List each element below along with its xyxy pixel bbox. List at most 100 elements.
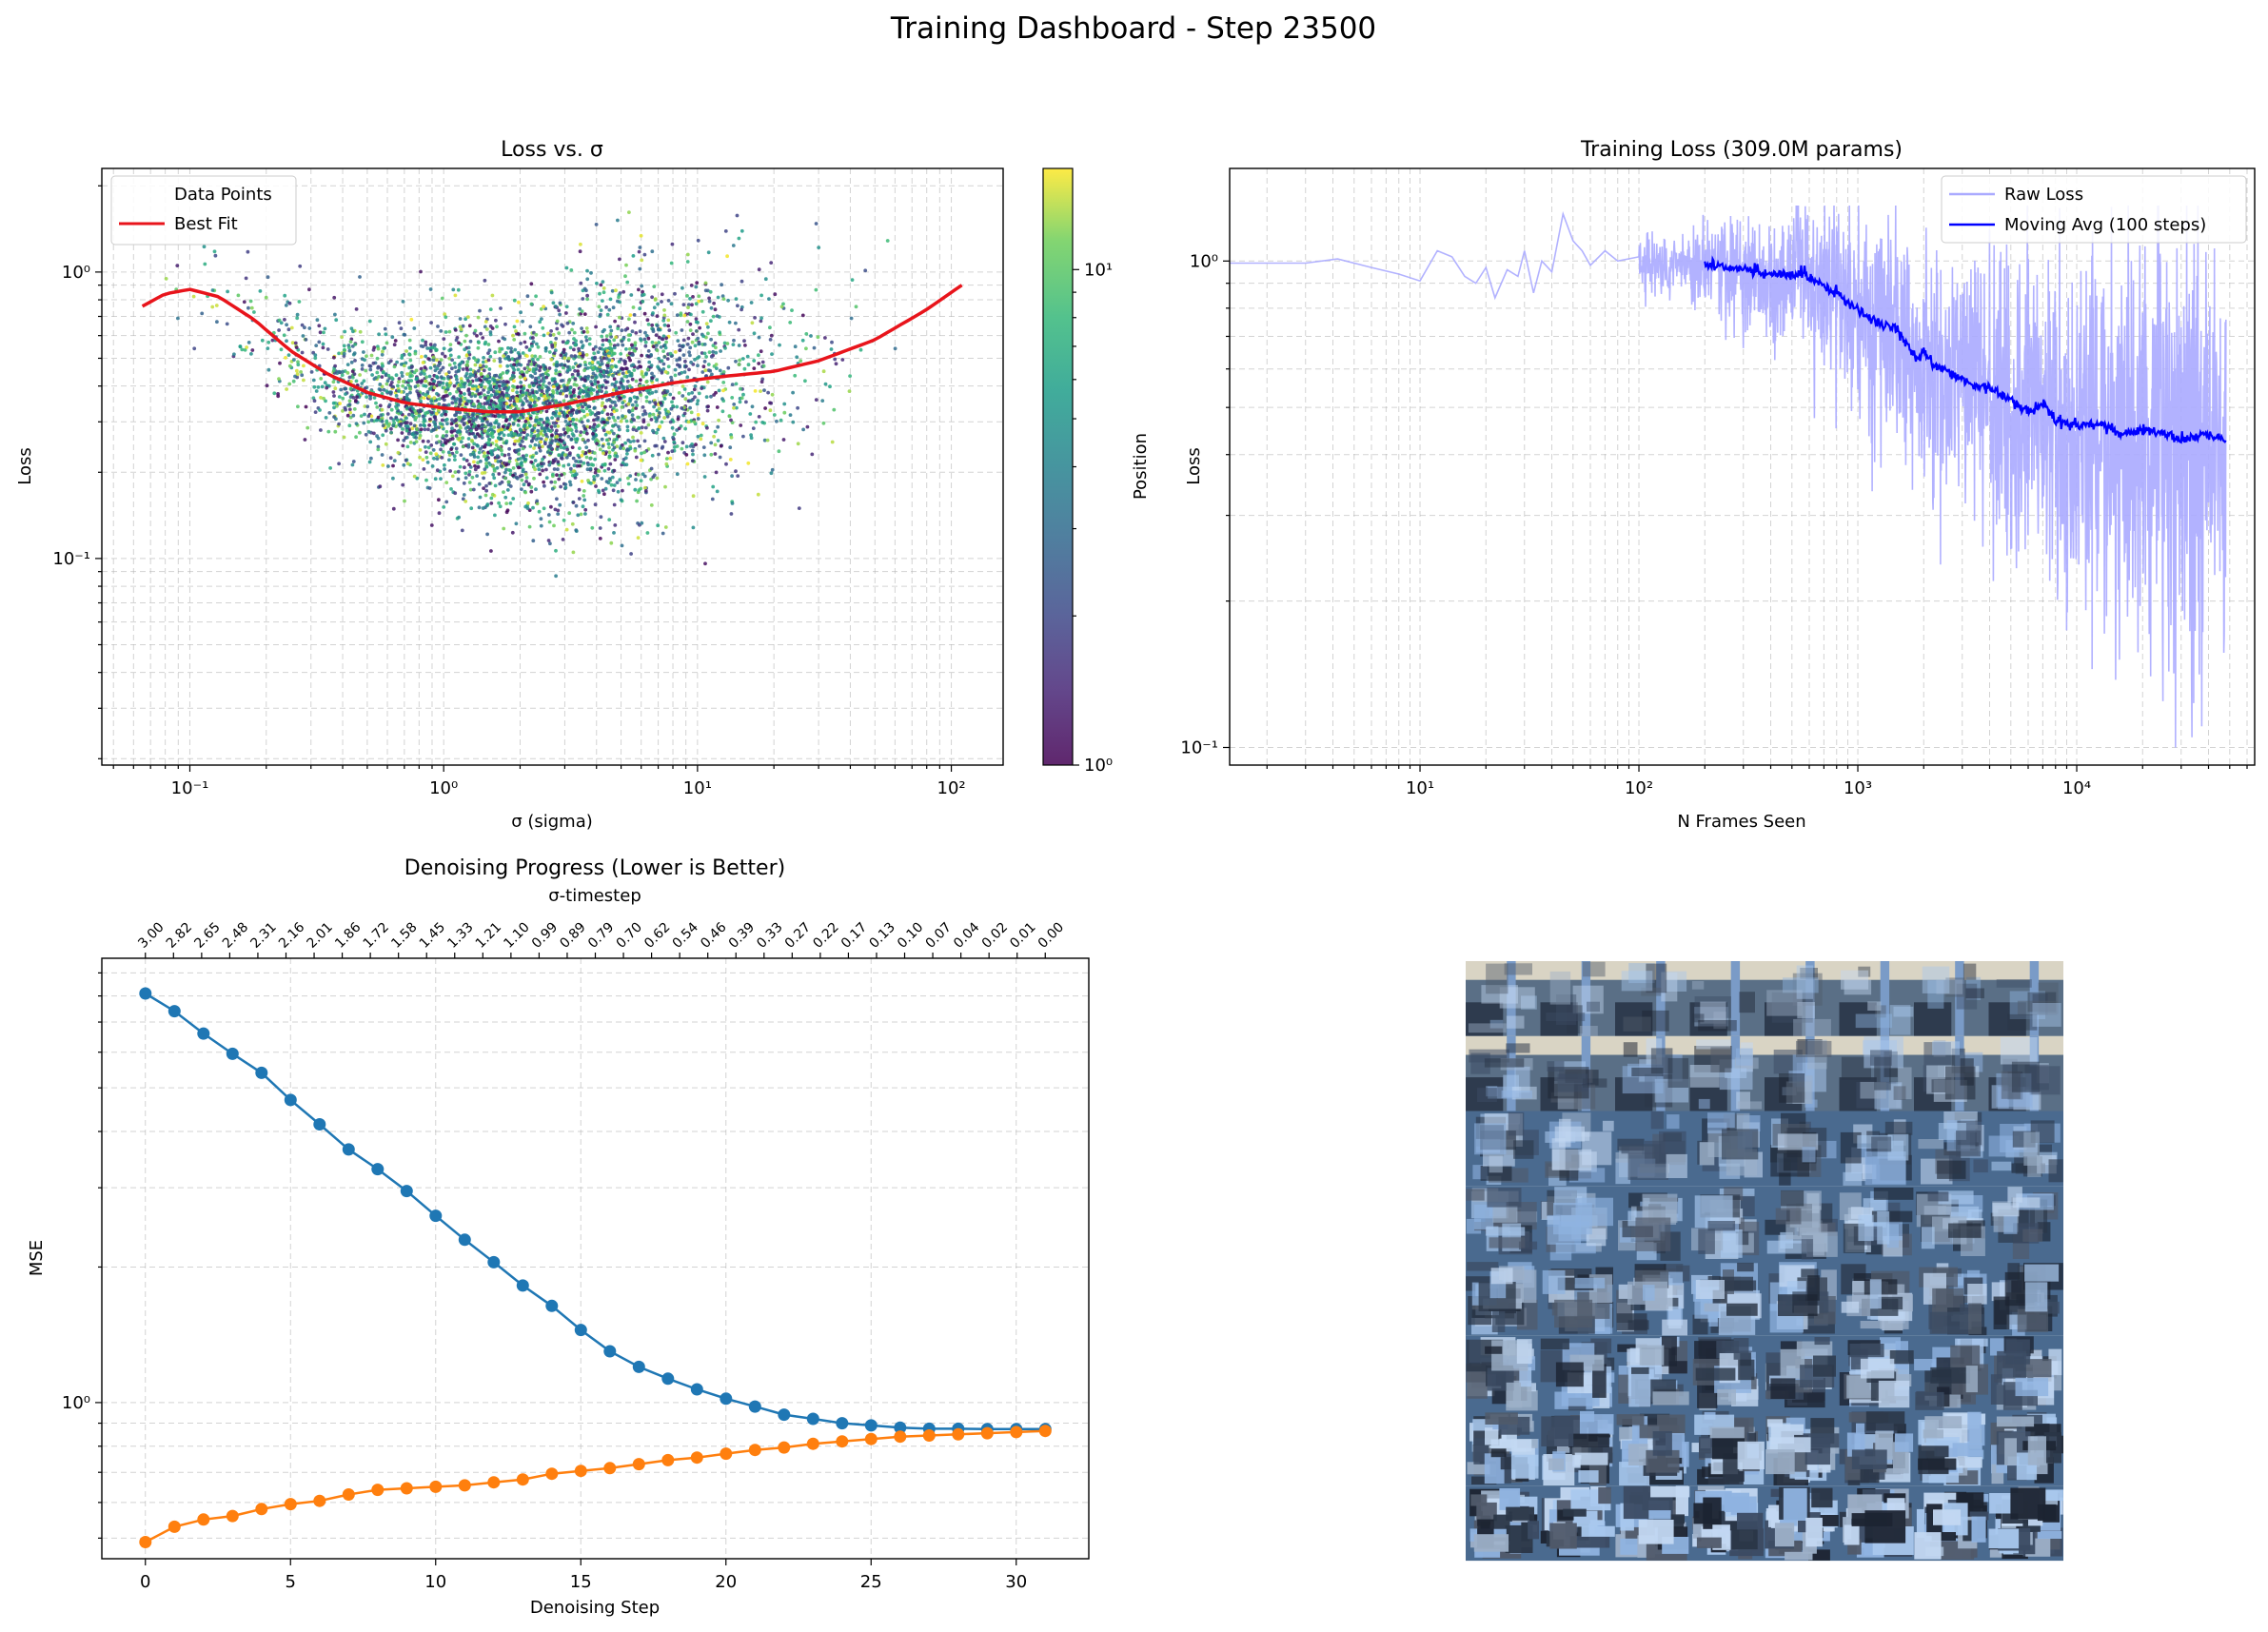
data-point bbox=[680, 328, 684, 332]
data-point bbox=[444, 412, 448, 417]
data-point bbox=[527, 348, 532, 352]
data-point bbox=[529, 485, 534, 489]
data-point bbox=[804, 332, 809, 336]
data-point bbox=[689, 284, 694, 287]
data-point bbox=[558, 411, 562, 416]
data-point bbox=[541, 372, 545, 377]
data-point bbox=[582, 378, 587, 383]
data-point bbox=[821, 421, 826, 425]
data-point bbox=[681, 338, 686, 343]
data-point bbox=[650, 249, 655, 254]
data-point bbox=[609, 369, 613, 374]
data-point bbox=[666, 318, 671, 323]
data-point bbox=[494, 318, 498, 323]
data-point bbox=[713, 452, 718, 456]
data-point bbox=[439, 358, 444, 362]
data-point bbox=[492, 468, 497, 473]
data-point bbox=[584, 353, 589, 357]
data-point bbox=[444, 390, 448, 394]
data-point bbox=[840, 358, 845, 362]
data-point bbox=[669, 406, 674, 411]
data-point bbox=[447, 383, 452, 387]
sample-tile bbox=[1914, 1035, 1989, 1111]
data-point bbox=[521, 351, 525, 355]
data-point bbox=[675, 444, 680, 448]
data-point bbox=[590, 382, 594, 386]
data-point bbox=[536, 463, 540, 468]
data-point bbox=[386, 423, 391, 428]
data-point bbox=[735, 405, 739, 410]
data-point bbox=[700, 299, 704, 304]
data-point bbox=[704, 355, 708, 359]
data-point bbox=[553, 305, 558, 308]
data-point bbox=[548, 441, 553, 445]
data-point bbox=[413, 351, 418, 356]
data-point bbox=[284, 356, 287, 360]
data-point bbox=[527, 359, 532, 364]
data-point bbox=[419, 427, 424, 432]
data-point bbox=[518, 436, 523, 441]
data-point bbox=[617, 434, 621, 439]
data-point bbox=[423, 419, 427, 423]
data-point bbox=[350, 369, 355, 374]
tile-noise bbox=[1602, 1120, 1614, 1131]
data-point bbox=[478, 447, 483, 451]
data-point bbox=[473, 435, 478, 440]
data-point bbox=[438, 362, 443, 366]
data-point bbox=[294, 345, 299, 349]
data-point bbox=[511, 473, 515, 478]
data-point bbox=[574, 418, 579, 422]
data-point bbox=[549, 446, 554, 450]
data-point bbox=[403, 333, 407, 337]
sample-tile bbox=[1914, 1111, 1989, 1187]
x-tick-label: 10³ bbox=[1844, 778, 1872, 798]
data-point bbox=[585, 330, 590, 334]
data-point bbox=[487, 348, 492, 353]
data-point bbox=[591, 481, 596, 484]
data-point bbox=[394, 394, 399, 398]
data-point bbox=[502, 398, 505, 402]
data-point bbox=[420, 379, 424, 383]
data-point bbox=[684, 444, 689, 449]
sample-tile bbox=[1615, 1111, 1690, 1187]
data-point bbox=[502, 354, 505, 358]
data-point bbox=[375, 356, 380, 361]
data-point bbox=[548, 541, 552, 546]
data-point bbox=[646, 336, 651, 341]
data-point bbox=[325, 347, 330, 351]
data-point bbox=[568, 345, 573, 350]
data-point bbox=[612, 406, 616, 410]
data-point bbox=[276, 392, 280, 396]
data-point bbox=[523, 396, 528, 401]
data-point bbox=[427, 486, 432, 490]
sample-tile bbox=[1540, 961, 1615, 1036]
mse-series-0-marker bbox=[429, 1209, 443, 1223]
data-point bbox=[539, 523, 543, 528]
data-point bbox=[381, 423, 385, 428]
data-point bbox=[781, 302, 785, 306]
data-point bbox=[529, 489, 534, 494]
data-point bbox=[405, 462, 410, 466]
data-point bbox=[483, 393, 486, 398]
data-point bbox=[519, 457, 523, 461]
data-point bbox=[478, 495, 483, 500]
data-point bbox=[820, 399, 825, 403]
data-point bbox=[283, 318, 286, 322]
data-point bbox=[516, 367, 521, 372]
data-point bbox=[740, 279, 744, 284]
data-point bbox=[494, 373, 499, 378]
tile-noise bbox=[1485, 1227, 1526, 1236]
data-point bbox=[766, 390, 770, 395]
data-point bbox=[470, 445, 475, 450]
tile-noise bbox=[1870, 1050, 1892, 1066]
data-point bbox=[529, 282, 534, 286]
data-point bbox=[539, 306, 543, 311]
data-point bbox=[379, 413, 384, 418]
data-point bbox=[584, 445, 589, 449]
denoising-ylabel: MSE bbox=[27, 1240, 47, 1276]
top-tick-label: 0.70 bbox=[614, 919, 645, 951]
data-point bbox=[516, 350, 521, 355]
data-point bbox=[452, 383, 457, 388]
data-point bbox=[531, 357, 535, 362]
data-point bbox=[829, 347, 834, 351]
